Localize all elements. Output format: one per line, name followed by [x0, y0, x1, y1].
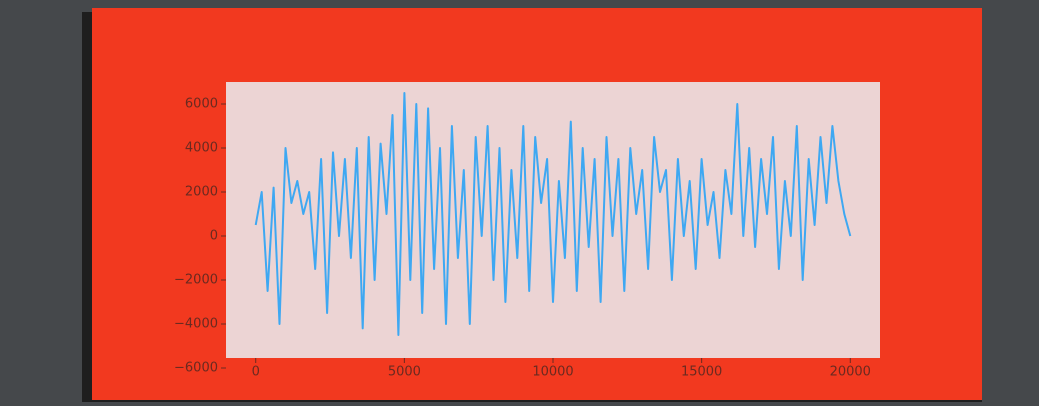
y-tick-label: −4000 — [174, 317, 218, 332]
y-tick-label: −2000 — [174, 273, 218, 288]
y-tick-label: −6000 — [174, 361, 218, 376]
x-tick-label: 15000 — [681, 365, 722, 380]
y-tick-label: 0 — [210, 229, 218, 244]
x-tick-label: 0 — [252, 365, 260, 380]
y-tick-label: 4000 — [185, 141, 218, 156]
y-tick-label: 6000 — [185, 97, 218, 112]
page: −6000 −4000 −2000 0 2000 4000 6000 0 5000 10000 15… — [0, 0, 1039, 406]
x-tick-label: 5000 — [388, 365, 421, 380]
y-tick-label: 2000 — [185, 185, 218, 200]
chart: −6000 −4000 −2000 0 2000 4000 6000 0 5000 10000 15… — [0, 0, 1039, 406]
x-tick-label: 20000 — [830, 365, 871, 380]
x-tick-label: 10000 — [532, 365, 573, 380]
